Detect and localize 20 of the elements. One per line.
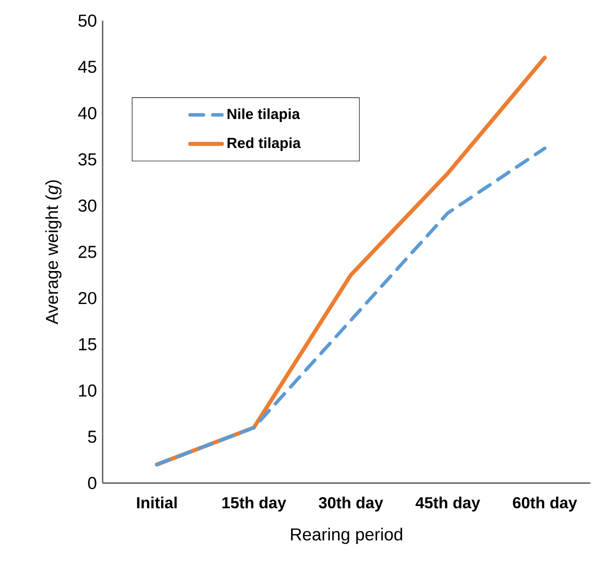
y-tick-label: 30 bbox=[78, 200, 96, 212]
y-tick-label: 20 bbox=[78, 292, 96, 304]
y-tick-label: 45 bbox=[78, 61, 96, 74]
y-tick-label: 0 bbox=[88, 477, 96, 490]
y-tick-label: 35 bbox=[78, 153, 96, 166]
y-tick-label: 25 bbox=[78, 246, 96, 258]
legend-label: Red tilapia bbox=[228, 138, 301, 152]
x-tick-label: 30th day bbox=[318, 496, 384, 512]
x-tick-label: 15th day bbox=[222, 496, 286, 512]
x-tick-label: 45th day bbox=[416, 496, 480, 512]
y-axis-title: Average weight (g) bbox=[45, 180, 62, 325]
x-tick-label: Initial bbox=[137, 496, 177, 509]
y-tick-label: 10 bbox=[79, 384, 96, 397]
y-tick-label: 40 bbox=[78, 107, 96, 120]
x-axis-title: Rearing period bbox=[291, 528, 402, 544]
y-tick-label: 5 bbox=[88, 430, 96, 444]
x-tick-label: 60th day bbox=[512, 496, 578, 512]
y-tick-label: 15 bbox=[79, 338, 96, 351]
legend-label: Nile tilapia bbox=[228, 108, 300, 122]
y-tick-label: 50 bbox=[78, 14, 96, 27]
